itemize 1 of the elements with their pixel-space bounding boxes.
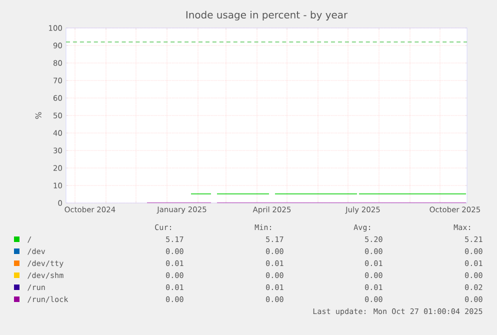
chart-title: Inode usage in percent - by year (186, 10, 348, 20)
